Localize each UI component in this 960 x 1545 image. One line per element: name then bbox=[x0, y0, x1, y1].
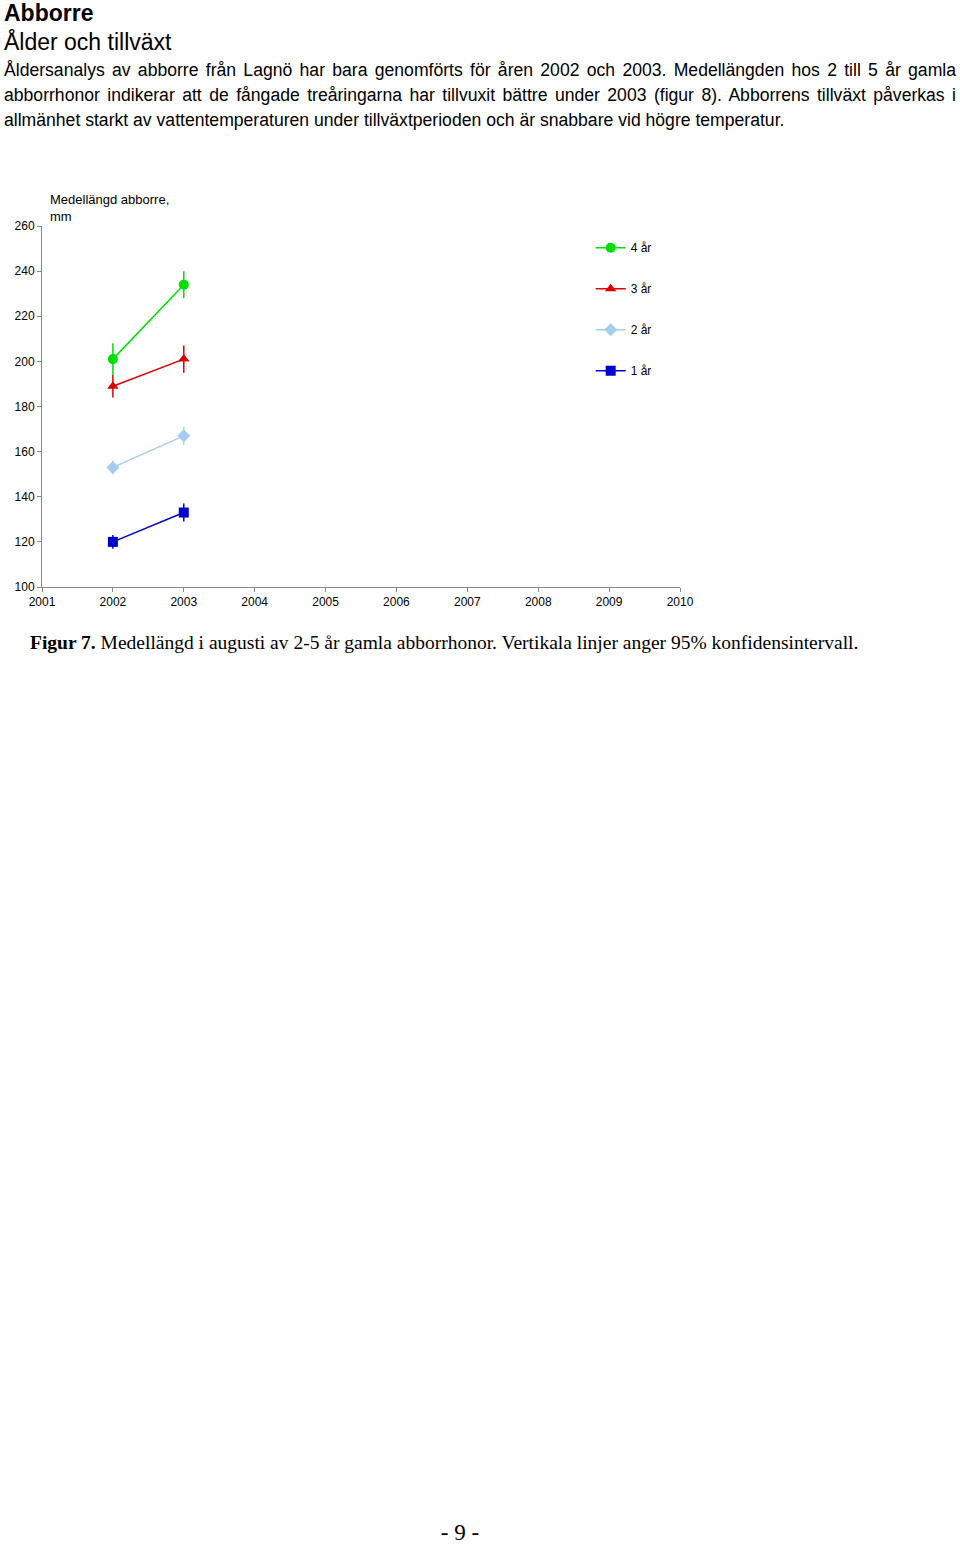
svg-text:2002: 2002 bbox=[100, 595, 127, 609]
svg-text:2004: 2004 bbox=[241, 595, 268, 609]
html-text:- 9 -: - 9 - bbox=[440, 1520, 480, 1545]
svg-text:3 år: 3 år bbox=[631, 282, 652, 296]
svg-text:240: 240 bbox=[15, 264, 35, 278]
html-text:Figur 7. Medellängd i augusti: Figur 7. Medellängd i augusti av 2-5 år … bbox=[30, 632, 859, 653]
svg-text:2003: 2003 bbox=[170, 595, 197, 609]
svg-text:2006: 2006 bbox=[383, 595, 410, 609]
svg-text:140: 140 bbox=[15, 490, 35, 504]
svg-text:2008: 2008 bbox=[525, 595, 552, 609]
html-text:Ålder och tillväxt: Ålder och tillväxt bbox=[4, 29, 172, 55]
html-text:Åldersanalys av abborre från L: Åldersanalys av abborre från Lagnö har b… bbox=[4, 60, 956, 130]
svg-text:100: 100 bbox=[15, 580, 35, 594]
svg-text:Medellängd abborre,mm: Medellängd abborre,mm bbox=[50, 192, 169, 224]
svg-text:2001: 2001 bbox=[29, 595, 56, 609]
svg-text:220: 220 bbox=[15, 309, 35, 323]
svg-text:1 år: 1 år bbox=[631, 364, 652, 378]
svg-text:2009: 2009 bbox=[596, 595, 623, 609]
html-text:Abborre: Abborre bbox=[4, 0, 94, 26]
svg-text:2010: 2010 bbox=[667, 595, 694, 609]
svg-text:4 år: 4 år bbox=[631, 241, 652, 255]
svg-text:160: 160 bbox=[15, 445, 35, 459]
svg-text:180: 180 bbox=[15, 400, 35, 414]
svg-text:2005: 2005 bbox=[312, 595, 339, 609]
svg-text:260: 260 bbox=[15, 219, 35, 233]
svg-text:120: 120 bbox=[15, 535, 35, 549]
svg-text:2007: 2007 bbox=[454, 595, 481, 609]
svg-text:200: 200 bbox=[15, 355, 35, 369]
svg-text:2 år: 2 år bbox=[631, 323, 652, 337]
